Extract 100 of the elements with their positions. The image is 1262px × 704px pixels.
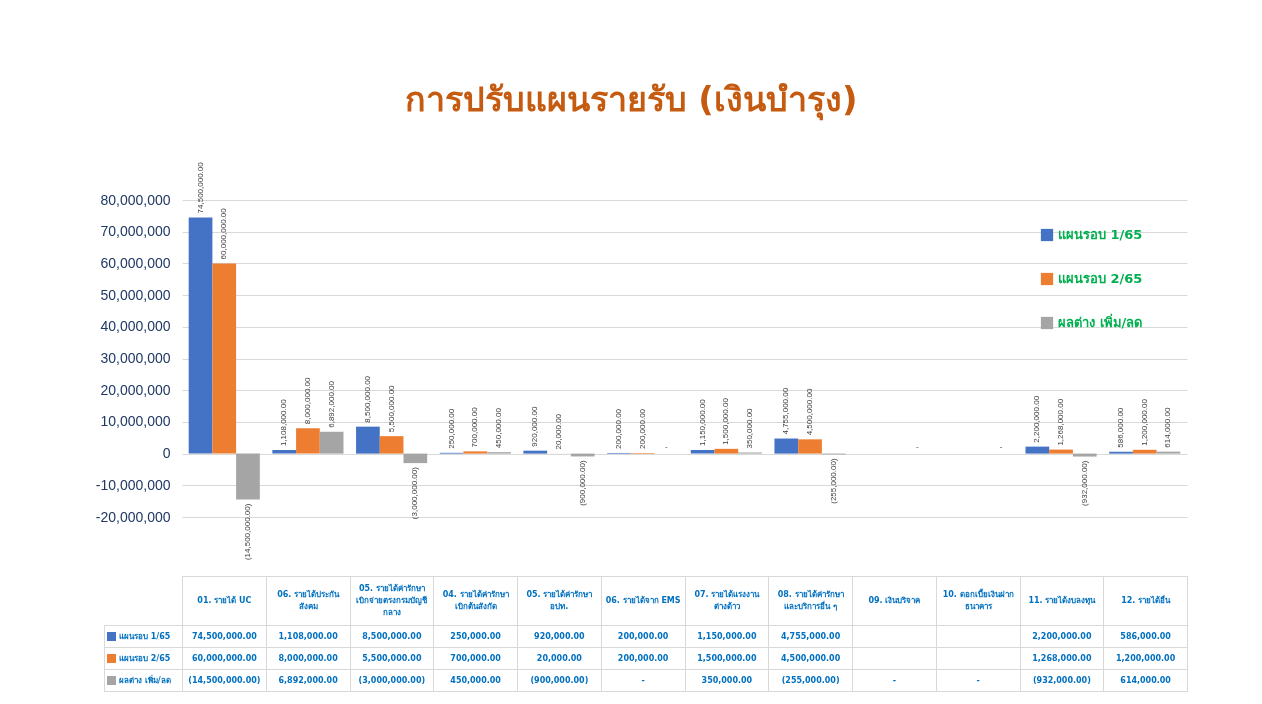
text: 350,000.00 [745,408,755,449]
data-label: 614,000.00 [1103,669,1188,692]
x-tick-label: 06. รายได้ประกันสังคม [266,576,350,626]
data-label: 4,755,000.00 [768,625,853,648]
data-label: 1,500,000.00 [685,647,769,670]
y-tick-label: 20,000,000 [100,381,171,398]
text: 1,500,000.00 [721,398,731,445]
text: 2,200,000.00 [1032,395,1042,443]
text: แผนรอบ 2/65 [119,654,171,663]
data-label: (255,000.00) [768,669,853,692]
data-label: 5,500,000.00 [350,647,434,670]
text: 74,500,000.00 [195,162,205,214]
data-label: 8,500,000.00 [350,625,434,648]
text: 200,000.00 [613,408,623,449]
text: 1,108,000.00 [279,399,289,447]
data-label: 20,000.00 [517,647,602,670]
x-tick-label: 12. รายได้อื่น [1103,576,1188,626]
legend-label: แผนรอบ 2/65 [1058,271,1143,286]
x-tick-label: 10. ดอกเบี้ยเงินฝากธนาคาร [936,576,1020,626]
bar [463,451,488,454]
text: 1,150,000.00 [697,399,707,446]
data-label: - [936,669,1020,692]
data-label: 700,000.00 [433,647,518,670]
text: 920,000.00 [530,406,540,447]
x-tick-label: 07. รายได้แรงงานต่างด้าว [685,576,769,626]
y-tick-label: -20,000,000 [95,508,171,525]
bar [379,436,404,454]
x-tick-label: 11. รายได้งบลงทุน [1020,576,1104,626]
x-tick-label: 06. รายได้จาก EMS [601,576,685,626]
y-tick-label: 0 [162,445,171,462]
bar [774,438,799,454]
bar [1132,449,1157,454]
text: 450,000.00 [494,408,504,449]
text: 1,268,000.00 [1056,398,1066,446]
data-label: 250,000.00 [433,625,518,648]
text: 1,200,000.00 [1139,399,1149,446]
data-label: 8,000,000.00 [266,647,350,670]
legend-label: แผนรอบ 1/65 [1058,227,1143,242]
text: 614,000.00 [1163,407,1173,448]
data-label: 1,150,000.00 [685,625,769,648]
bar [403,453,428,464]
data-label: 4,500,000.00 [768,647,853,670]
data-label: (3,000,000.00) [350,669,434,692]
data-label: 60,000,000.00 [182,647,267,670]
bar [714,448,739,454]
x-tick-label: 05. รายได้ค่ารักษาเบิกจ่ายตรงกรมบัญชีกลาง [350,576,434,626]
y-tick-label: 40,000,000 [100,318,171,335]
y-tick-label: -10,000,000 [95,476,171,493]
text: 60,000,000.00 [219,208,229,260]
y-tick-label: 30,000,000 [100,350,171,366]
x-tick-label: 08. รายได้ค่ารักษาและบริการอื่น ๆ [768,576,853,626]
text: 4,755,000.00 [781,387,791,435]
bar [523,450,548,454]
data-label: 450,000.00 [433,669,518,692]
x-tick-label: 01. รายได้ UC [182,576,267,626]
data-label: 74,500,000.00 [182,625,267,648]
text: 8,000,000.00 [302,377,312,425]
data-label: 1,200,000.00 [1103,647,1188,670]
bar [296,428,320,454]
bar [356,426,380,454]
chart-title: การปรับแผนรายรับ (เงินบำรุง) [403,78,859,123]
bar [319,431,344,454]
bar [236,453,260,500]
text: 5,500,000.00 [386,385,396,433]
text: 8,500,000.00 [362,375,372,423]
data-label: 1,268,000.00 [1020,647,1104,670]
text: - [916,441,919,451]
bar [272,450,297,454]
y-tick-label: 80,000,000 [100,191,171,208]
text: (900,000.00) [577,460,587,506]
data-label: (14,500,000.00) [182,669,267,692]
text: 586,000.00 [1116,407,1126,448]
text: - [665,441,668,451]
bar [1072,453,1097,457]
data-label: 200,000.00 [601,647,685,670]
data-label: 2,200,000.00 [1020,625,1104,648]
bar [690,449,715,454]
text: 200,000.00 [637,408,647,449]
y-tick-label: 50,000,000 [100,286,171,303]
y-tick-label: 60,000,000 [100,254,171,271]
data-label: 920,000.00 [517,625,602,648]
text: แผนรอบ 1/65 [119,632,171,641]
text: 4,500,000.00 [805,388,815,436]
x-tick-label: 04. รายได้ค่ารักษาเบิกต้นสังกัด [433,576,518,626]
bar [1049,449,1073,454]
data-label: 586,000.00 [1103,625,1188,648]
data-label: 350,000.00 [685,669,769,692]
data-label: - [852,669,937,692]
text: 20,000.00 [553,413,563,450]
data-label: (900,000.00) [517,669,602,692]
text: (14,500,000.00) [242,503,252,561]
bar [1025,446,1050,454]
legend-label: ผลต่าง เพิ่ม/ลด [1058,313,1143,330]
bar [212,263,237,454]
x-tick-label: 09. เงินบริจาค [852,576,937,626]
text: - [999,441,1003,451]
bar [188,217,213,454]
bar [798,439,822,454]
y-tick-label: 10,000,000 [100,413,171,430]
text: (255,000.00) [828,458,838,504]
